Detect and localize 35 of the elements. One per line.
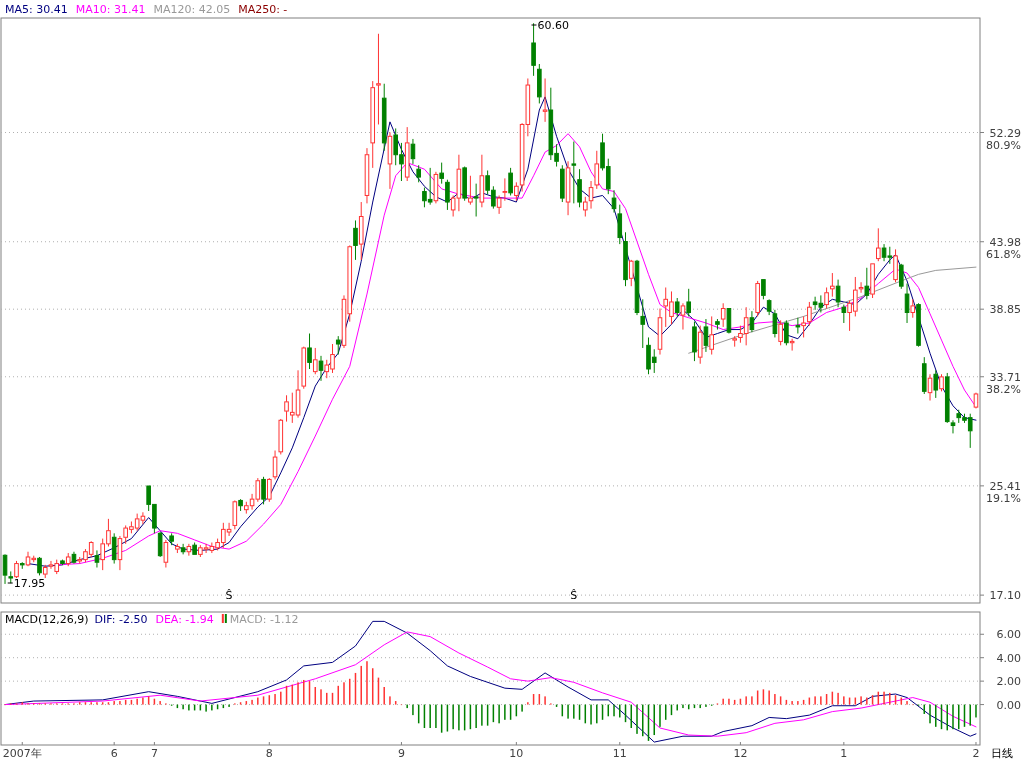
x-tick-label: 10 bbox=[509, 747, 524, 760]
x-tick-label: 8 bbox=[265, 747, 273, 760]
annotation: 60.60 bbox=[537, 19, 569, 32]
text: MA10: 31.41 bbox=[75, 3, 146, 16]
y-tick-label: 17.10 bbox=[989, 589, 1021, 603]
annotation: 日线 bbox=[991, 747, 1014, 760]
x-tick-label: 9 bbox=[397, 747, 405, 760]
text: DIF: -2.50 bbox=[94, 613, 148, 626]
y-tick-label: 4.00 bbox=[996, 651, 1021, 665]
x-tick-label: 11 bbox=[612, 747, 627, 760]
x-tick-label: 6 bbox=[110, 747, 118, 760]
x-tick-label: 12 bbox=[733, 747, 748, 760]
y-tick-label: 33.71 38.2% bbox=[986, 370, 1021, 396]
y-tick-label: 0.00 bbox=[996, 698, 1021, 712]
text: MA120: 42.05 bbox=[153, 3, 231, 16]
annotation: 17.95 bbox=[7, 577, 46, 590]
annotation: Ŝ bbox=[570, 589, 578, 602]
y-tick-label: 52.29 80.9% bbox=[986, 126, 1021, 152]
y-tick-label: 43.98 61.8% bbox=[986, 235, 1021, 261]
x-tick-label: 2007年 bbox=[2, 747, 42, 760]
text: MA5: 30.41 bbox=[5, 3, 68, 16]
x-tick-label: 2 bbox=[972, 747, 980, 760]
y-tick-label: 6.00 bbox=[996, 628, 1021, 642]
x-tick-label: 7 bbox=[150, 747, 158, 760]
text: MA250: - bbox=[238, 3, 288, 16]
y-tick-label: 2.00 bbox=[996, 675, 1021, 689]
y-tick-label: 38.85 bbox=[989, 303, 1021, 317]
annotation: 17.95 bbox=[13, 577, 46, 590]
x-tick-label: 1 bbox=[840, 747, 848, 760]
text: DEA: -1.94 bbox=[155, 613, 214, 626]
annotation: 60.60 bbox=[531, 19, 569, 32]
legend-label: MACD: -1.12 bbox=[229, 613, 299, 626]
y-tick-label: 25.41 19.1% bbox=[986, 479, 1021, 505]
annotation: Ŝ bbox=[225, 589, 233, 602]
annotation: MACD(12,26,9) bbox=[5, 613, 89, 626]
